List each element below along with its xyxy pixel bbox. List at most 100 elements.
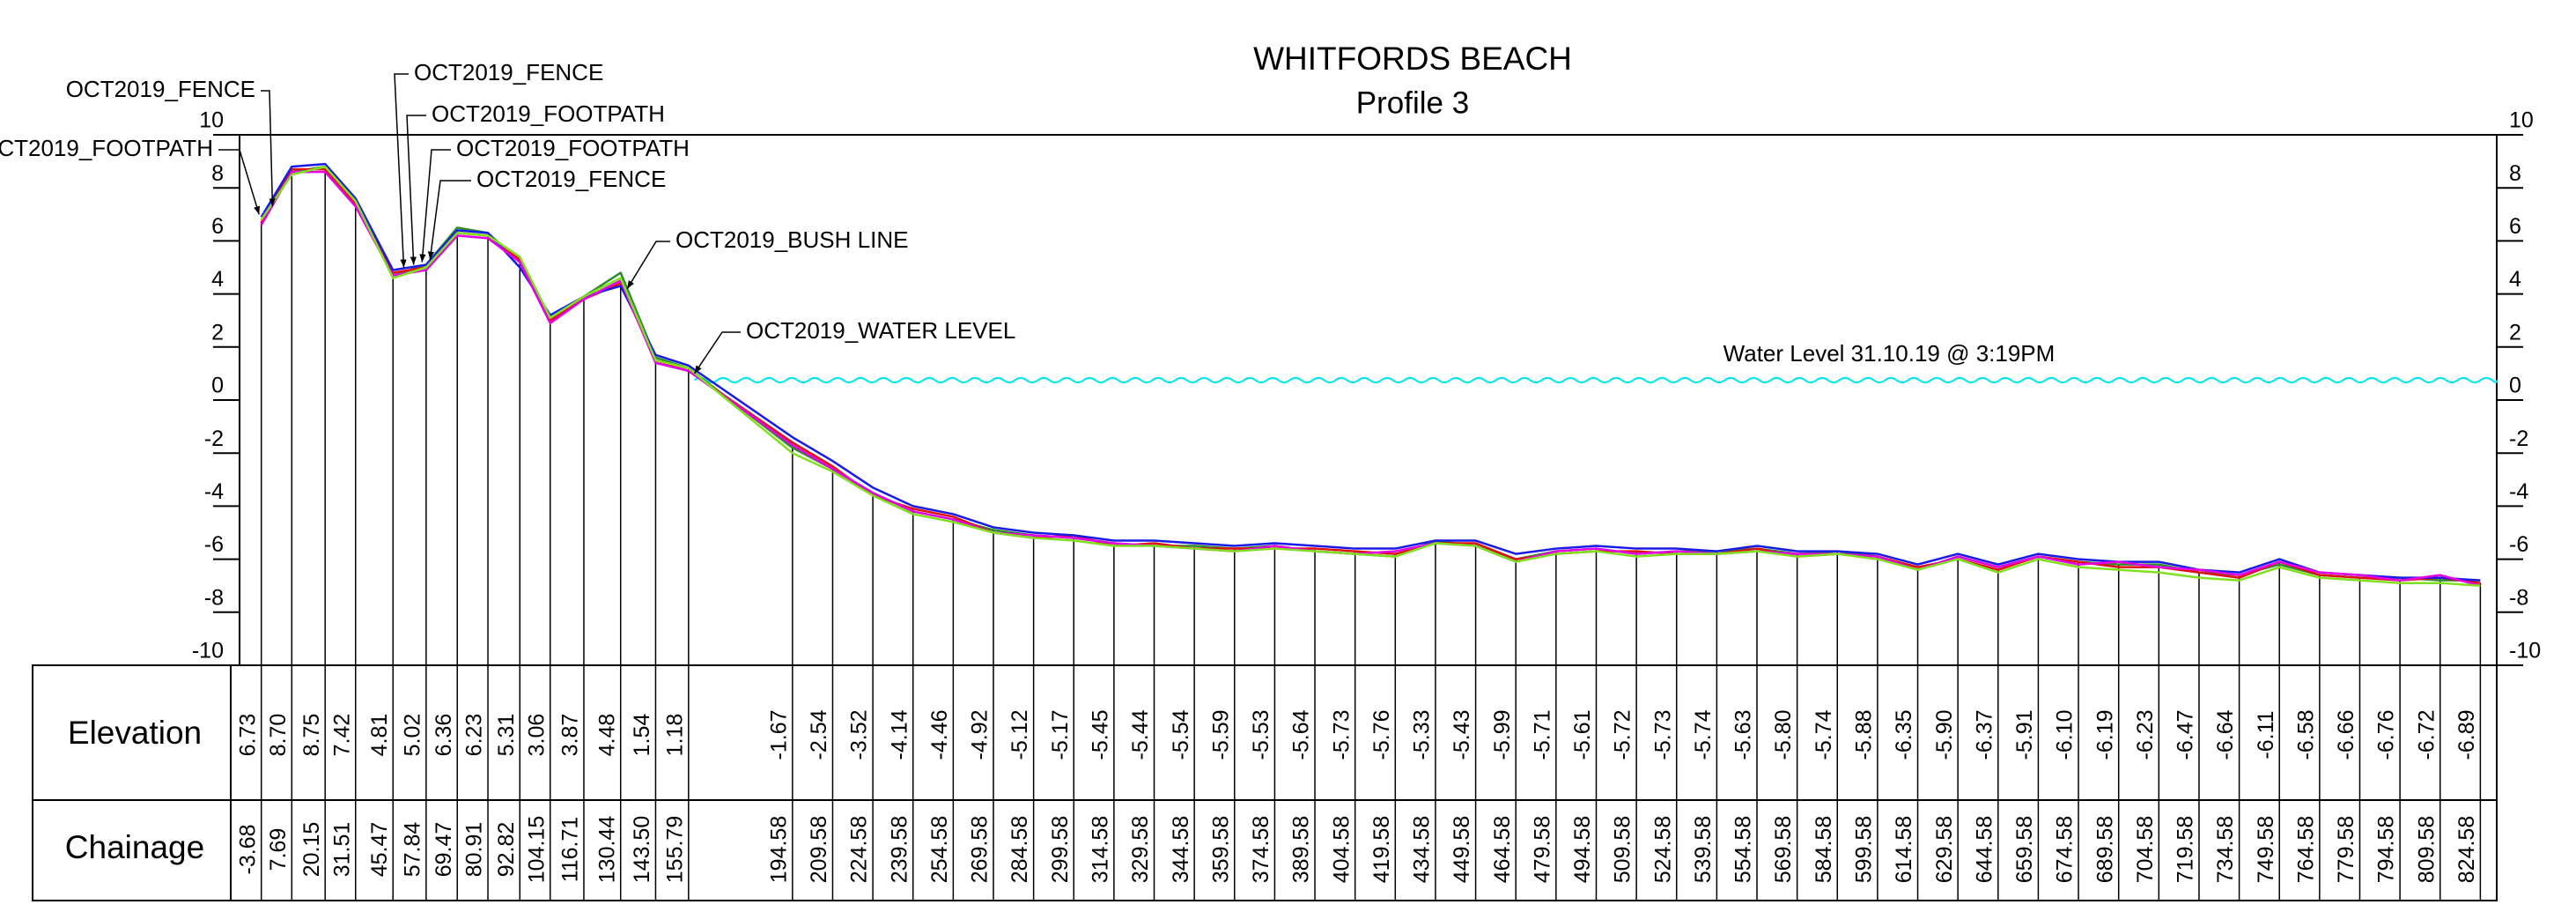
y-tick-label: 8 bbox=[2509, 161, 2521, 186]
elevation-label: -1.67 bbox=[766, 710, 791, 760]
annotation-label: OCT2019_WATER LEVEL bbox=[746, 317, 1015, 344]
elevation-label: -4.14 bbox=[887, 709, 912, 760]
elevation-label: -5.72 bbox=[1611, 710, 1635, 760]
elevation-label: 8.70 bbox=[266, 714, 291, 757]
elevation-label: -6.10 bbox=[2053, 710, 2078, 760]
elevation-label: -5.61 bbox=[1570, 710, 1595, 760]
chainage-label: 794.58 bbox=[2374, 816, 2399, 883]
elevation-label: -5.91 bbox=[2012, 710, 2037, 760]
annotation-leader bbox=[218, 149, 261, 215]
chainage-label: 629.58 bbox=[1932, 816, 1957, 883]
table-frame bbox=[32, 664, 2498, 901]
elevation-label: 1.18 bbox=[662, 714, 687, 757]
annotation-leader bbox=[406, 115, 426, 265]
elevation-label: -5.44 bbox=[1128, 709, 1153, 760]
y-tick-label: -2 bbox=[2509, 426, 2528, 451]
y-tick-label: -10 bbox=[2509, 639, 2541, 664]
chainage-label: 479.58 bbox=[1530, 816, 1554, 883]
chainage-label: 116.71 bbox=[558, 817, 583, 883]
y-tick-label: -8 bbox=[204, 585, 224, 610]
y-tick-label: 0 bbox=[211, 374, 224, 398]
chainage-label: 20.15 bbox=[299, 822, 324, 878]
chainage-label: 45.47 bbox=[367, 822, 392, 878]
elevation-label: 5.02 bbox=[400, 714, 424, 757]
elevation-label: 8.75 bbox=[299, 714, 324, 757]
y-tick-label: 2 bbox=[2509, 320, 2521, 345]
chainage-label: 644.58 bbox=[1972, 816, 1997, 883]
elevation-label: -2.54 bbox=[807, 709, 831, 760]
elevation-label: -6.23 bbox=[2133, 710, 2158, 760]
chainage-label: 719.58 bbox=[2174, 816, 2198, 883]
row-label: Chainage bbox=[65, 829, 204, 865]
elevation-label: -5.88 bbox=[1852, 710, 1877, 760]
elevation-label: -5.45 bbox=[1089, 710, 1113, 760]
annotation-label: OCT2019_FENCE bbox=[66, 76, 255, 102]
elevation-label: -6.72 bbox=[2414, 710, 2439, 760]
chainage-label: 659.58 bbox=[2012, 816, 2037, 883]
elevation-label: -6.47 bbox=[2174, 710, 2198, 760]
chainage-label: 599.58 bbox=[1852, 816, 1877, 883]
elevation-label: -6.66 bbox=[2334, 710, 2358, 760]
chainage-label: 494.58 bbox=[1570, 816, 1595, 883]
y-tick-label: 4 bbox=[211, 267, 224, 292]
y-tick-label: 6 bbox=[2509, 214, 2521, 239]
chainage-label: 584.58 bbox=[1812, 816, 1836, 883]
chainage-label: 614.58 bbox=[1892, 816, 1916, 883]
annotation-leader bbox=[427, 180, 471, 260]
elevation-label: -3.52 bbox=[847, 710, 872, 760]
elevation-label: -5.17 bbox=[1048, 710, 1073, 760]
chainage-label: 299.58 bbox=[1048, 816, 1073, 883]
chainage-label: 31.51 bbox=[329, 822, 354, 878]
y-tick-label: -4 bbox=[2509, 479, 2528, 504]
chainage-label: 539.58 bbox=[1691, 816, 1716, 883]
y-tick-label: -8 bbox=[2509, 585, 2528, 610]
profile-line bbox=[260, 162, 2481, 582]
chainage-label: 130.44 bbox=[594, 816, 619, 884]
row-label: Elevation bbox=[68, 715, 202, 751]
annotation-label: OCT2019_FOOTPATH bbox=[0, 135, 213, 161]
chainage-label: 764.58 bbox=[2293, 816, 2318, 883]
chainage-label: 404.58 bbox=[1329, 816, 1354, 883]
elevation-label: -5.43 bbox=[1450, 710, 1474, 760]
elevation-label: -5.90 bbox=[1932, 710, 1957, 760]
chainage-label: 734.58 bbox=[2213, 816, 2238, 883]
chainage-label: 269.58 bbox=[968, 816, 993, 883]
elevation-label: -5.73 bbox=[1329, 710, 1354, 760]
chainage-label: 329.58 bbox=[1128, 816, 1153, 883]
elevation-label: 7.42 bbox=[329, 714, 354, 757]
elevation-label: -5.12 bbox=[1008, 710, 1032, 760]
elevation-label: -4.92 bbox=[968, 710, 993, 760]
elevation-label: -6.58 bbox=[2293, 710, 2318, 760]
chainage-label: 824.58 bbox=[2454, 816, 2479, 883]
elevation-label: -5.80 bbox=[1771, 710, 1796, 760]
y-tick-label: 8 bbox=[211, 161, 224, 186]
elevation-label: 6.36 bbox=[432, 714, 456, 757]
chainage-label: 449.58 bbox=[1450, 816, 1474, 883]
chainage-label: 209.58 bbox=[807, 816, 831, 883]
chainage-label: 314.58 bbox=[1089, 816, 1113, 883]
chainage-label: 689.58 bbox=[2093, 816, 2117, 883]
elevation-label: 5.31 bbox=[494, 714, 519, 757]
chainage-label: 254.58 bbox=[927, 816, 952, 883]
chainage-label: -3.68 bbox=[235, 825, 260, 875]
y-tick-label: 0 bbox=[2509, 374, 2521, 398]
chainage-label: 434.58 bbox=[1410, 816, 1435, 883]
elevation-label: -5.64 bbox=[1289, 709, 1314, 760]
elevation-label: -5.76 bbox=[1369, 710, 1394, 760]
chainage-label: 509.58 bbox=[1611, 816, 1635, 883]
chainage-label: 554.58 bbox=[1731, 816, 1756, 883]
chainage-label: 104.15 bbox=[524, 816, 549, 883]
elevation-label: -6.35 bbox=[1892, 710, 1916, 760]
elevation-label: -5.99 bbox=[1490, 710, 1515, 760]
annotation-label: OCT2019_FENCE bbox=[414, 59, 603, 85]
elevation-label: 6.73 bbox=[235, 714, 260, 757]
annotation-label: OCT2019_FOOTPATH bbox=[456, 135, 690, 161]
profile-line bbox=[260, 165, 2481, 587]
annotation-leader bbox=[626, 241, 670, 289]
annotation-leader bbox=[693, 331, 741, 374]
elevation-label: -5.53 bbox=[1249, 710, 1273, 760]
water-level-line bbox=[693, 376, 2498, 383]
chainage-label: 524.58 bbox=[1650, 816, 1675, 883]
